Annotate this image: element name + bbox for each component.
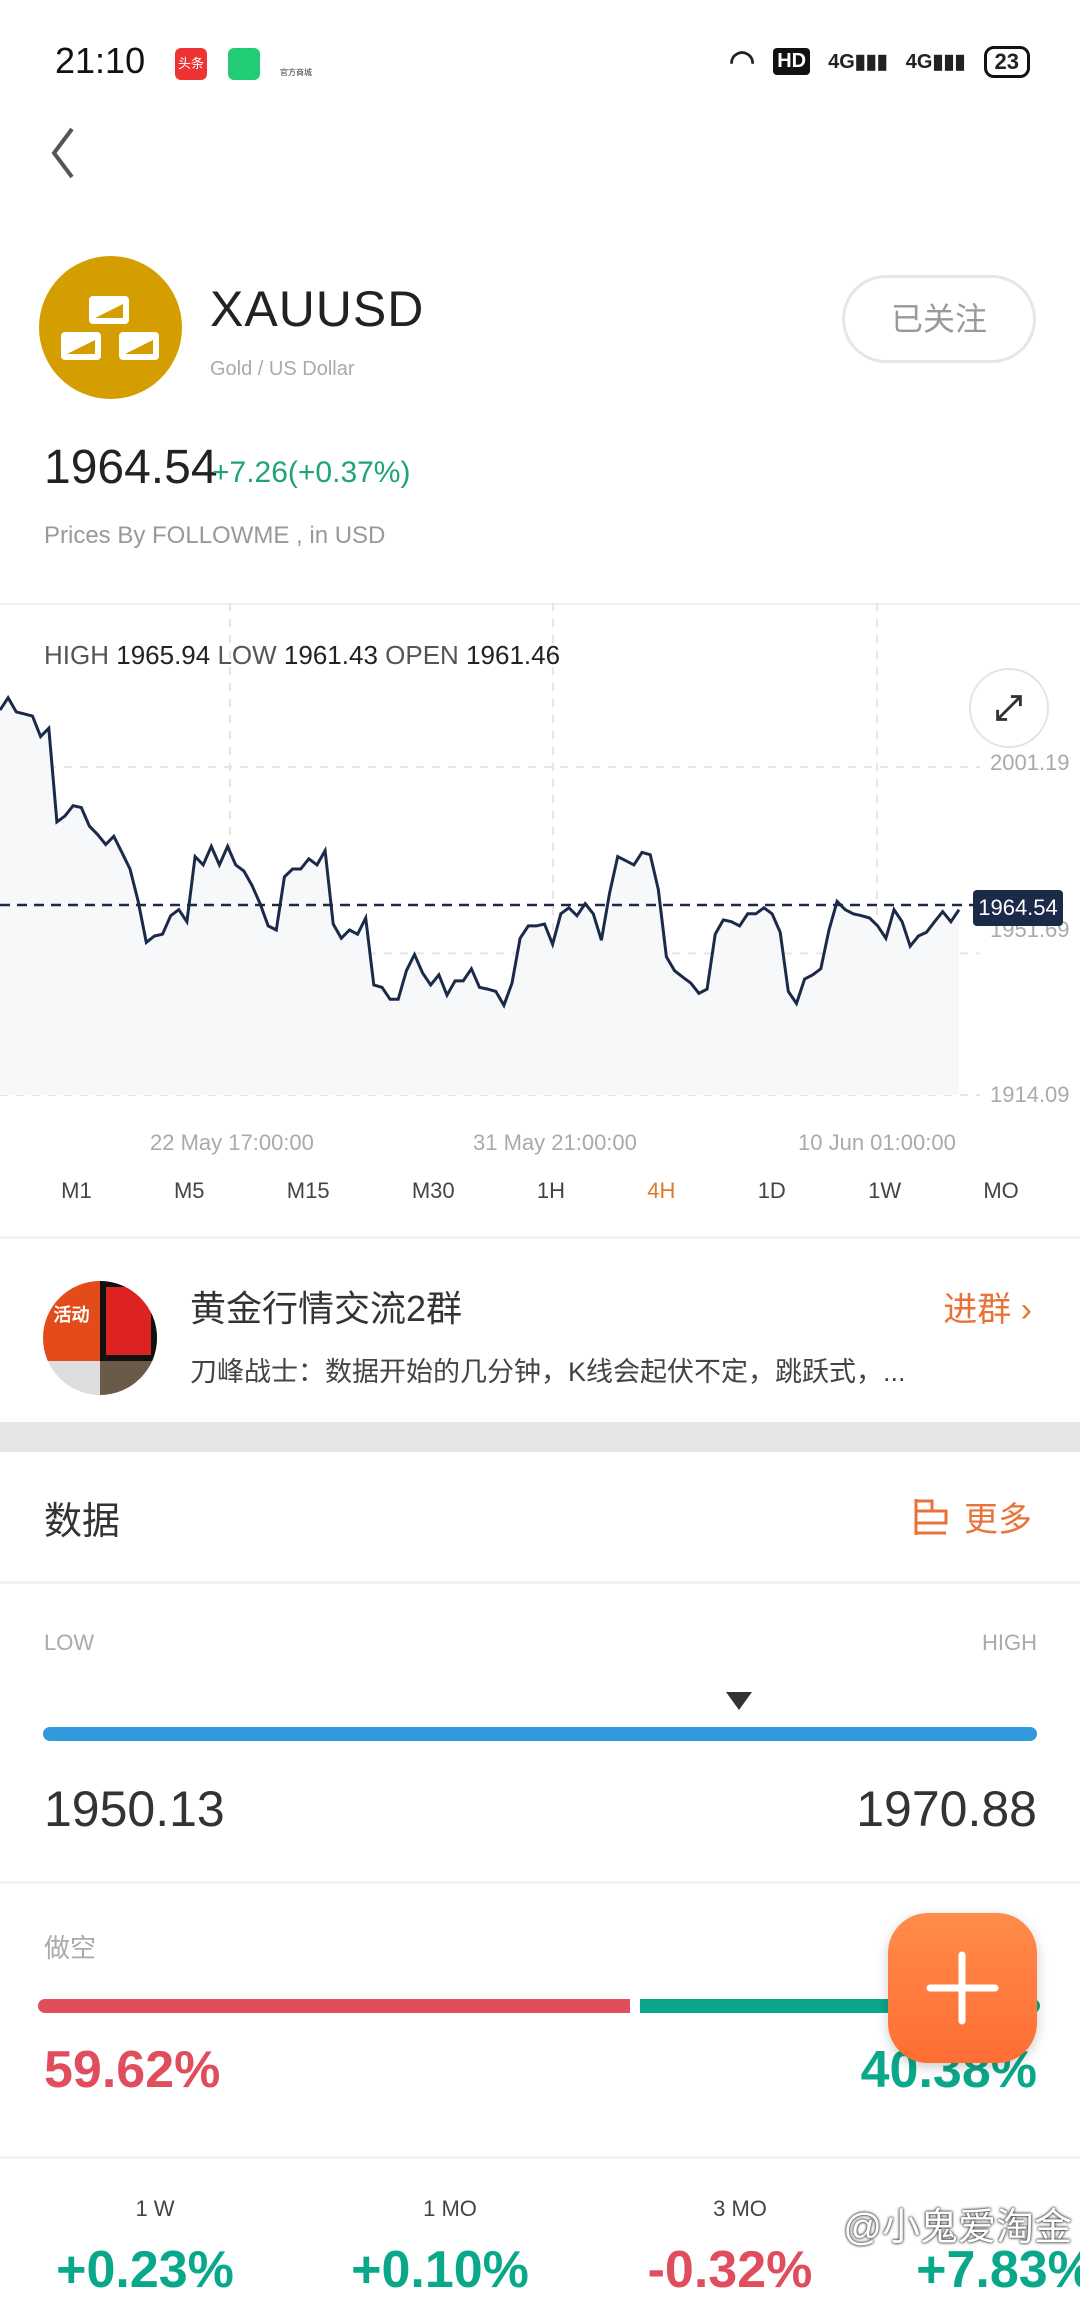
y-tick-label: 1914.09 (990, 1082, 1070, 1107)
ohlc-readout: HIGH 1965.94 LOW 1961.43 OPEN 1961.46 (44, 640, 560, 671)
range-high-label: HIGH (982, 1630, 1037, 1655)
low-value: 1961.43 (283, 640, 378, 670)
back-button[interactable] (44, 125, 84, 180)
symbol-name: Gold / US Dollar (210, 358, 355, 380)
chevron-right-icon: › (1020, 1291, 1032, 1329)
avatar-tile-photo (100, 1361, 157, 1395)
x-tick-label: 10 Jun 01:00:00 (798, 1130, 956, 1155)
follow-button[interactable]: 已关注 (842, 275, 1036, 363)
range-low-label: LOW (44, 1630, 95, 1655)
avatar-tile-activity: 活动 (43, 1281, 100, 1361)
timeframe-tab-m1[interactable]: M1 (61, 1178, 92, 1203)
period-change: +0.23% (56, 2241, 234, 2299)
divider (0, 1581, 1080, 1584)
high-value: 1965.94 (116, 640, 211, 670)
x-tick-label: 22 May 17:00:00 (150, 1130, 314, 1155)
short-percent: 59.62% (44, 2041, 221, 2099)
status-bar: 21:10 头条 官方商城 ◠ HD 4G▮▮▮ 4G▮▮▮ 23 (0, 40, 1080, 90)
range-position-marker (725, 1692, 752, 1710)
timeframe-tab-m15[interactable]: M15 (286, 1178, 330, 1203)
period-label: 3 MO (713, 2196, 767, 2221)
more-label: 更多 (964, 1501, 1032, 1539)
signal-icon-2: 4G▮▮▮ (905, 51, 966, 73)
group-avatar[interactable]: 活动 (43, 1281, 157, 1395)
status-time: 21:10 (55, 40, 146, 81)
chart-canvas[interactable] (0, 603, 1080, 1123)
app-store-icon (228, 48, 260, 80)
timeframe-tab-m5[interactable]: M5 (173, 1178, 205, 1203)
list-icon (914, 1498, 948, 1535)
low-label: LOW (217, 640, 277, 670)
timeframe-tab-1d[interactable]: 1D (757, 1178, 786, 1203)
avatar-tile-seal (100, 1281, 157, 1361)
price-line (0, 694, 961, 1009)
price-chart[interactable] (0, 603, 1080, 1240)
divider (0, 2156, 1080, 2159)
day-range-bar (43, 1727, 1037, 1741)
timeframe-tabs: M1 M5 M15 M30 1H 4H 1D 1W MO (0, 1178, 1080, 1204)
timeframe-tab-1w[interactable]: 1W (868, 1178, 902, 1203)
toutiao-app-icon: 头条 (175, 48, 207, 80)
symbol-title: XAUUSD (210, 281, 425, 337)
y-tick-label: 2001.19 (990, 750, 1070, 775)
mall-app-icon: 官方商城 (280, 48, 312, 80)
join-label: 进群 (943, 1291, 1012, 1329)
section-separator (0, 1422, 1080, 1452)
more-button[interactable]: 更多 (912, 1492, 1032, 1541)
timeframe-tab-mo[interactable]: MO (983, 1178, 1019, 1203)
timeframe-tab-m30[interactable]: M30 (411, 1178, 455, 1203)
price-change: +7.26(+0.37%) (212, 456, 411, 489)
open-label: OPEN (385, 640, 459, 670)
current-price: 1964.54 (44, 441, 218, 494)
divider (0, 1881, 1080, 1884)
short-sentiment-bar (38, 1999, 631, 2013)
period-label: 1 MO (423, 2196, 477, 2221)
x-tick-label: 31 May 21:00:00 (473, 1130, 637, 1155)
divider (0, 1236, 1080, 1239)
expand-icon (996, 695, 1022, 721)
range-high-value: 1970.88 (856, 1781, 1037, 1837)
data-section-title: 数据 (44, 1501, 121, 1543)
add-fab-button[interactable] (888, 1913, 1037, 2063)
period-change: -0.32% (647, 2241, 813, 2299)
price-source: Prices By FOLLOWME , in USD (44, 522, 386, 549)
avatar-tile-text (43, 1361, 100, 1395)
current-price-tag: 1964.54 (973, 890, 1063, 926)
system-icons: ◠ HD 4G▮▮▮ 4G▮▮▮ 23 (729, 44, 1030, 79)
high-label: HIGH (44, 640, 109, 670)
battery-icon: 23 (983, 45, 1030, 78)
range-low-value: 1950.13 (44, 1781, 225, 1837)
period-label: 1 W (135, 2196, 175, 2221)
timeframe-tab-4h[interactable]: 4H (647, 1178, 676, 1203)
period-change: +0.10% (351, 2241, 529, 2299)
fullscreen-button[interactable] (969, 668, 1049, 748)
join-group-button[interactable]: 进群 › (943, 1282, 1032, 1331)
watermark: @小鬼爱淘金 (843, 2207, 1072, 2249)
group-last-message: 刀峰战士：数据开始的几分钟，K线会起伏不定，跳跃式，... (190, 1357, 906, 1387)
timeframe-tab-1h[interactable]: 1H (536, 1178, 566, 1203)
price-area-fill (0, 697, 959, 1095)
gold-logo (39, 256, 182, 399)
group-title[interactable]: 黄金行情交流2群 (190, 1288, 463, 1329)
signal-icon-1: 4G▮▮▮ (828, 51, 888, 73)
open-value: 1961.46 (466, 640, 561, 670)
gold-bars-icon (61, 296, 159, 360)
wifi-icon: ◠ (729, 45, 756, 78)
hd-icon: HD (773, 48, 811, 75)
plus-icon (926, 1951, 999, 2025)
short-label: 做空 (44, 1933, 97, 1963)
